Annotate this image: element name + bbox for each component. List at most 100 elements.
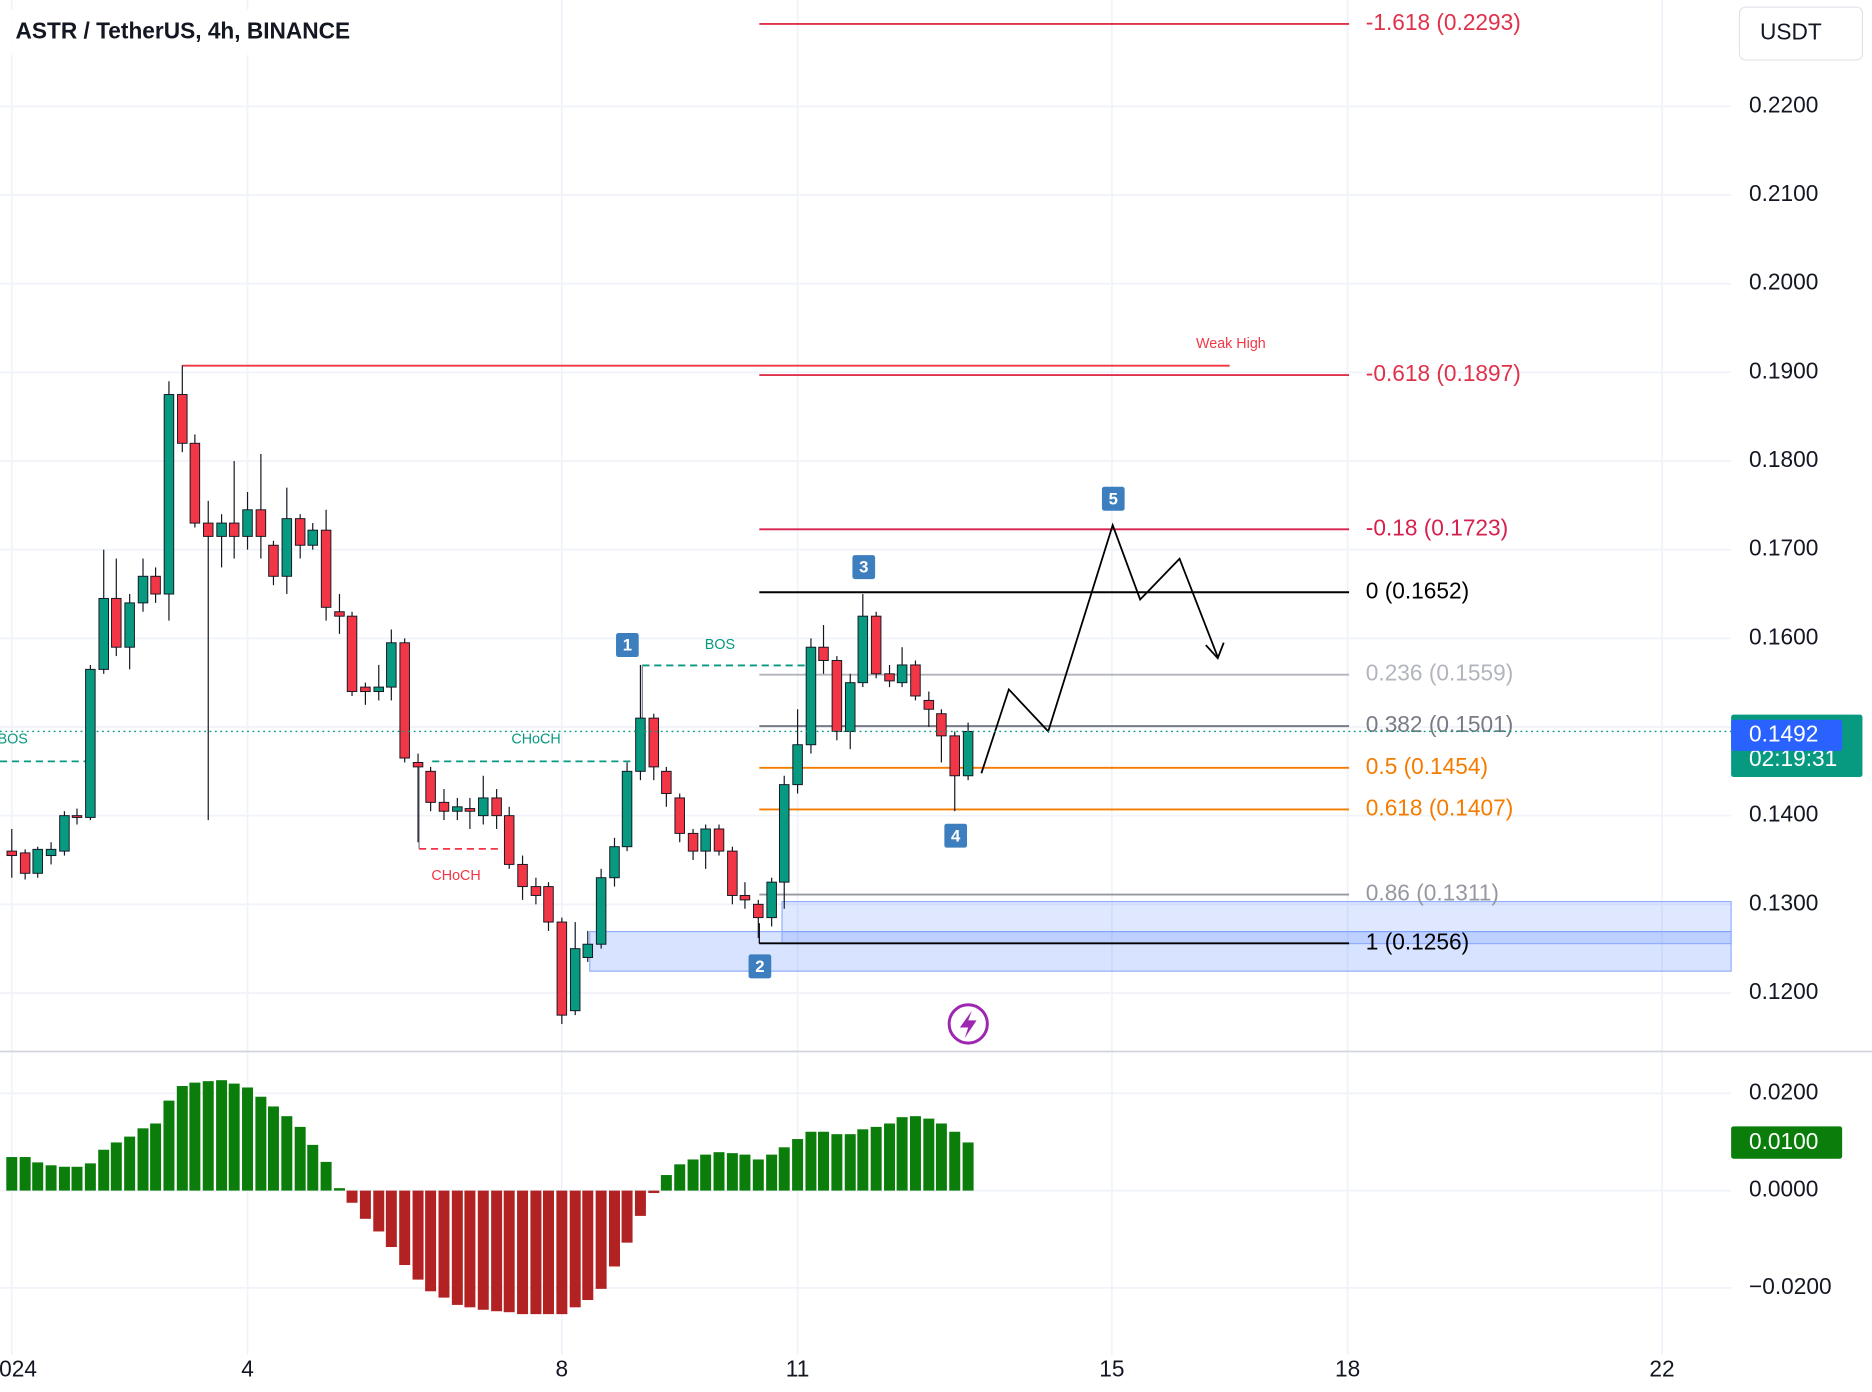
osc-bar bbox=[477, 1190, 489, 1310]
axes: 202448111518220.12000.13000.14000.15000.… bbox=[0, 91, 1863, 1381]
candle-body bbox=[753, 903, 764, 919]
osc-bar bbox=[399, 1190, 411, 1266]
candle-body bbox=[59, 815, 70, 852]
osc-bar bbox=[517, 1190, 529, 1315]
osc-bar bbox=[84, 1163, 96, 1191]
wave-box bbox=[852, 555, 876, 580]
candle-body bbox=[452, 806, 463, 812]
osc-bar bbox=[228, 1083, 240, 1191]
osc-bar bbox=[844, 1134, 856, 1191]
osc-bar bbox=[870, 1126, 882, 1191]
osc-bar bbox=[373, 1190, 385, 1232]
x-tick-label: 22 bbox=[1649, 1355, 1674, 1381]
candle-body bbox=[281, 518, 293, 577]
candle-body bbox=[857, 615, 869, 684]
candle-body bbox=[766, 881, 777, 919]
x-tick-label: 8 bbox=[556, 1355, 569, 1381]
candle-body bbox=[346, 615, 358, 693]
osc-bar bbox=[778, 1147, 790, 1191]
osc-bar bbox=[792, 1139, 804, 1191]
osc-bar bbox=[896, 1117, 908, 1191]
candle-body bbox=[910, 664, 921, 697]
y-tick-label: 0.1900 bbox=[1749, 357, 1818, 383]
osc-bar bbox=[660, 1175, 672, 1191]
osc-bar bbox=[687, 1159, 699, 1191]
fib-label: 0.86 (0.1311) bbox=[1366, 880, 1499, 906]
icon-bolt[interactable] bbox=[959, 1010, 977, 1039]
candle-body bbox=[425, 770, 436, 803]
bos-label: BOS bbox=[705, 637, 735, 653]
candle-body bbox=[228, 522, 240, 537]
candle-body bbox=[438, 801, 450, 812]
candle-body bbox=[360, 686, 371, 693]
candle-body bbox=[700, 828, 711, 852]
candle-body bbox=[242, 509, 253, 537]
fib-label: 0.236 (0.1559) bbox=[1366, 660, 1513, 686]
candle-body bbox=[962, 730, 974, 777]
osc-bar bbox=[648, 1190, 660, 1194]
wave-box bbox=[944, 823, 968, 848]
osc-bar bbox=[949, 1131, 961, 1191]
projection-arrow bbox=[1205, 642, 1225, 660]
osc-bar bbox=[713, 1152, 725, 1191]
x-tick-label: 4 bbox=[241, 1355, 254, 1381]
candle-body bbox=[124, 602, 135, 648]
y-tick-label: 0.1400 bbox=[1749, 801, 1818, 827]
osc-bar bbox=[176, 1086, 188, 1191]
osc-bar bbox=[346, 1190, 358, 1203]
candle-body bbox=[818, 646, 829, 661]
osc-bar bbox=[412, 1190, 424, 1280]
osc-bar bbox=[923, 1118, 935, 1191]
x-tick-label: 2024 bbox=[0, 1355, 37, 1381]
candle-body bbox=[727, 850, 738, 896]
candle-body bbox=[884, 673, 895, 682]
candle-body bbox=[373, 686, 385, 693]
candle-body bbox=[45, 848, 57, 857]
osc-bar bbox=[294, 1126, 306, 1191]
osc-bar bbox=[556, 1190, 568, 1315]
candle-body bbox=[582, 943, 594, 958]
candle-body bbox=[949, 735, 961, 777]
candle-body bbox=[163, 394, 175, 595]
osc-bar bbox=[569, 1190, 581, 1308]
candle-body bbox=[255, 509, 267, 537]
projection-path bbox=[980, 522, 1219, 774]
y-tick-label: 0.1600 bbox=[1749, 623, 1818, 649]
candle-body bbox=[687, 832, 699, 852]
osc-bar bbox=[281, 1116, 293, 1191]
candle-body bbox=[320, 529, 332, 608]
fib-label: 0.618 (0.1407) bbox=[1366, 794, 1513, 820]
candle-body bbox=[674, 797, 685, 834]
osc-bar bbox=[385, 1190, 397, 1248]
osc-bar bbox=[674, 1164, 686, 1191]
osc-bar bbox=[32, 1162, 44, 1191]
candle-body bbox=[635, 717, 646, 772]
osc-bar bbox=[320, 1161, 332, 1191]
osc-bar bbox=[595, 1190, 607, 1289]
fib-label: -1.618 (0.2293) bbox=[1366, 9, 1521, 35]
currency-label[interactable]: USDT bbox=[1760, 19, 1822, 45]
x-tick-label: 15 bbox=[1099, 1355, 1124, 1381]
candles bbox=[6, 365, 974, 1025]
osc-bar bbox=[503, 1190, 515, 1313]
lightning-icon[interactable] bbox=[947, 1003, 989, 1045]
osc-bar bbox=[962, 1142, 974, 1191]
wave-box bbox=[616, 633, 639, 658]
candle-body bbox=[595, 877, 607, 945]
currency-button[interactable] bbox=[1738, 6, 1864, 61]
wave-labels: 1 2 3 4 5 bbox=[616, 486, 1125, 979]
fib-label: 0.5 (0.1454) bbox=[1366, 753, 1488, 779]
candle-body bbox=[543, 886, 554, 923]
osc-bar bbox=[739, 1154, 751, 1191]
wave-box bbox=[748, 954, 772, 979]
candle-body bbox=[19, 852, 31, 874]
fib-label: 0 (0.1652) bbox=[1366, 577, 1469, 603]
osc-bar bbox=[818, 1131, 830, 1191]
osc-bar bbox=[189, 1082, 201, 1191]
fibonacci: -1.618 (0.2293) -0.618 (0.1897) -0.18 (0.1… bbox=[759, 9, 1521, 954]
candle-body bbox=[189, 442, 201, 524]
title-bg bbox=[0, 9, 394, 56]
candle-body bbox=[792, 744, 803, 786]
osc-value-label: 0.0100 bbox=[1749, 1128, 1818, 1154]
osc-bar bbox=[6, 1157, 18, 1191]
